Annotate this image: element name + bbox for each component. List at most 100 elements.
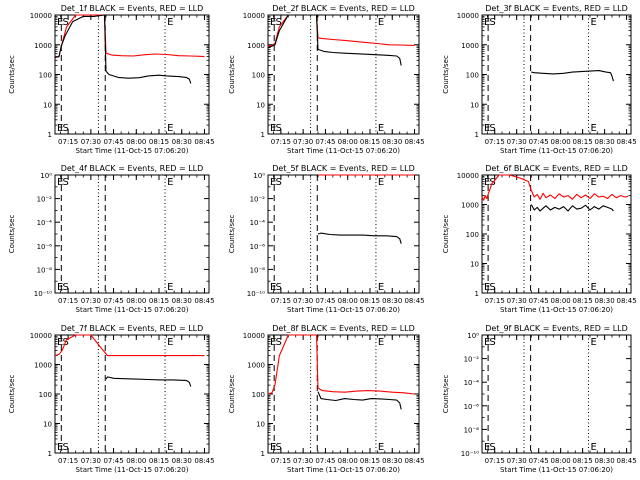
panel-3: Det_3f BLACK = Events, RED = LLD 1 10 100 10… [442,4,637,155]
x-tick-label: 08:00 [126,297,146,305]
y-tick-label: 10 [470,101,479,109]
plot-frame [54,14,210,135]
x-tick-label: 07:30 [507,138,527,146]
x-tick-label: 08:45 [194,297,214,305]
y-tick-label: 10000 [457,172,479,180]
y-tick-label: 10⁻⁴ [464,379,480,387]
marker-label-top: E [484,337,490,348]
y-tick-label: 10⁻² [250,196,266,204]
y-tick-label: 10⁻⁸ [464,426,480,434]
marker-label-bottom: E [57,123,63,134]
x-tick-label: 07:15 [58,297,78,305]
x-tick-label: 07:15 [485,457,505,465]
y-tick-label: 1000 [461,42,479,50]
x-tick-label: 08:45 [404,297,424,305]
x-tick-label: 08:15 [573,457,593,465]
x-tick-label: 08:00 [338,138,358,146]
plot-frame [481,174,632,294]
y-tick-label: 10000 [243,332,265,340]
y-tick-label: 10⁰ [253,172,265,180]
marker-label-top: E [590,337,596,348]
x-tick-label: 08:00 [126,457,146,465]
y-axis-label: Counts/sec [8,375,16,414]
marker-label-bottom: S [275,123,281,134]
marker-label-bottom: S [63,282,69,293]
plot-frame [267,14,420,135]
x-tick-label: 08:30 [382,457,402,465]
marker-label-bottom: S [63,123,69,134]
marker-label-bottom: E [590,282,596,293]
y-axis-label: Counts/sec [228,375,236,414]
x-tick-label: 08:15 [360,138,380,146]
marker-label-bottom: E [484,442,490,453]
y-tick-label: 100 [39,391,52,399]
x-tick-label: 07:15 [271,297,291,305]
chart-title: Det_4f BLACK = Events, RED = LLD [61,164,204,173]
x-tick-label: 08:00 [338,457,358,465]
panel-9: Det_9f BLACK = Events, RED = LLD 10⁻¹⁰ 10⁻… [442,324,637,474]
marker-label-bottom: E [484,123,490,134]
marker-label-bottom: E [378,123,384,134]
y-tick-label: 10⁻⁶ [250,243,266,251]
x-tick-label: 07:45 [529,457,549,465]
x-tick-label: 07:15 [485,297,505,305]
marker-label-bottom: E [167,282,173,293]
marker-label-top: E [378,177,384,188]
y-tick-label: 100 [39,72,52,80]
y-tick-label: 1000 [247,42,265,50]
marker-label-bottom: E [167,442,173,453]
x-tick-label: 08:45 [617,138,637,146]
y-tick-label: 1 [475,290,479,298]
x-axis-label: Start Time (11-Oct-15 07:06:20) [500,306,613,314]
marker-label-top: E [57,337,63,348]
x-axis-label: Start Time (11-Oct-15 07:06:20) [287,466,400,474]
x-axis-label: Start Time (11-Oct-15 07:06:20) [500,466,613,474]
marker-label-top: E [270,177,276,188]
marker-label-bottom: E [57,442,63,453]
x-tick-label: 07:15 [58,138,78,146]
y-axis-label: Counts/sec [442,55,450,94]
marker-label-bottom: S [489,123,495,134]
x-axis-label: Start Time (11-Oct-15 07:06:20) [500,147,613,155]
x-tick-label: 07:30 [293,297,313,305]
x-tick-label: 07:30 [293,457,313,465]
marker-label-bottom: E [57,282,63,293]
x-tick-label: 07:30 [507,297,527,305]
marker-label-bottom: S [275,442,281,453]
marker-label-top: E [167,337,173,348]
plot-frame [54,174,210,294]
y-tick-label: 10 [470,261,479,269]
marker-label-top: E [270,17,276,28]
marker-label-bottom: S [489,442,495,453]
x-axis-label: Start Time (11-Oct-15 07:06:20) [76,466,189,474]
series-line-lld [54,334,205,357]
y-tick-label: 10⁻¹⁰ [247,290,265,298]
y-tick-label: 10 [256,421,265,429]
y-tick-label: 10⁻⁶ [37,243,53,251]
y-tick-label: 10⁻¹⁰ [34,290,52,298]
x-tick-label: 08:15 [573,138,593,146]
y-tick-label: 1 [261,450,265,458]
y-tick-label: 10000 [243,12,265,20]
y-tick-label: 10⁻⁴ [250,219,266,227]
y-tick-label: 1 [475,131,479,139]
marker-label-bottom: E [270,123,276,134]
chart-title: Det_2f BLACK = Events, RED = LLD [272,4,415,13]
y-tick-label: 10⁻² [37,196,53,204]
x-axis-label: Start Time (11-Oct-15 07:06:20) [76,147,189,155]
series-line-events [54,14,192,84]
panel-1: Det_1f BLACK = Events, RED = LLD 1 10 100 10… [8,4,215,155]
plot-frame [481,14,632,135]
x-tick-label: 07:45 [529,297,549,305]
chart-title: Det_1f BLACK = Events, RED = LLD [61,4,204,13]
marker-label-top: S [63,17,69,28]
x-tick-label: 07:45 [103,457,123,465]
x-tick-label: 08:45 [194,138,214,146]
series-line-lld [267,334,415,395]
marker-label-top: E [590,177,596,188]
x-tick-label: 08:15 [149,457,169,465]
marker-label-top: E [167,17,173,28]
x-tick-label: 07:45 [103,297,123,305]
marker-label-top: E [57,177,63,188]
y-tick-label: 10⁻² [464,356,480,364]
